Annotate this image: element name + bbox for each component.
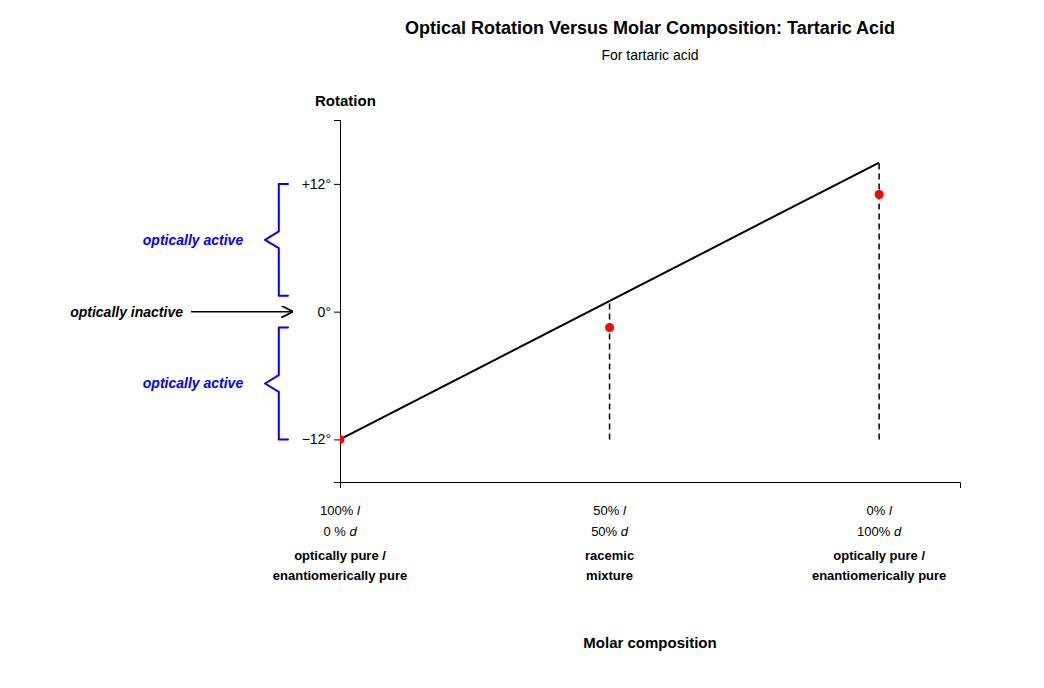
y-tick: +12°: [302, 176, 340, 192]
composition-label: enantiomerically pure: [273, 568, 407, 583]
composition-label: racemic: [585, 548, 634, 563]
y-tick-mark: [334, 439, 340, 440]
y-axis-title: Rotation: [315, 92, 376, 109]
composition-label: 50% l: [593, 503, 627, 518]
arrow-label: optically inactive: [70, 304, 183, 320]
point: [875, 190, 884, 199]
composition-label: mixture: [586, 568, 633, 583]
dashed-line: [878, 163, 880, 440]
y-tick-label: +12°: [302, 176, 331, 192]
chart-svg: Optical Rotation Versus Molar Compositio…: [0, 0, 1044, 688]
x-axis-title: Molar composition: [583, 634, 716, 651]
brace-label: optically active: [143, 375, 244, 391]
composition-label: 100% d: [857, 524, 902, 539]
point: [605, 323, 614, 332]
composition-label: enantiomerically pure: [812, 568, 946, 583]
annotations: optically active optically active opticall…: [70, 184, 946, 583]
y-tick-mark: [334, 312, 340, 313]
composition-label: 100% l: [320, 503, 361, 518]
brace: [265, 328, 288, 440]
composition-label: 0 % d: [323, 524, 357, 539]
x-axis: [341, 483, 961, 489]
plot-area: [340, 163, 884, 444]
composition-label: optically pure /: [294, 548, 386, 563]
brace: [265, 184, 288, 296]
line: [340, 163, 879, 440]
y-axis: −12° 0° +12°: [302, 121, 341, 483]
arrow: [191, 311, 292, 313]
brace-label: optically active: [143, 232, 244, 248]
y-tick: −12°: [302, 431, 340, 447]
y-tick-label: 0°: [318, 304, 331, 320]
composition-label: 0% l: [866, 503, 892, 518]
point: [340, 435, 345, 444]
y-tick: 0°: [318, 304, 340, 320]
chart-container: Optical Rotation Versus Molar Compositio…: [0, 0, 1044, 688]
y-tick-mark: [334, 184, 340, 185]
title: Optical Rotation Versus Molar Compositio…: [405, 18, 895, 38]
x-axis-line: [341, 483, 961, 489]
composition-label: 50% d: [591, 524, 629, 539]
subtitle: For tartaric acid: [601, 47, 698, 63]
dashed-line: [609, 301, 611, 439]
y-axis-line: [334, 121, 341, 483]
composition-label: optically pure /: [833, 548, 925, 563]
y-tick-label: −12°: [302, 431, 331, 447]
